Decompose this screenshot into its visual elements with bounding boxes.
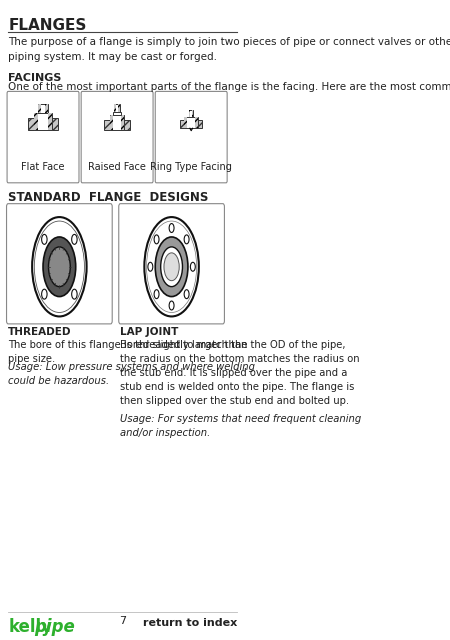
Text: kelly: kelly	[8, 618, 52, 636]
Circle shape	[155, 237, 188, 296]
Text: pipe: pipe	[34, 618, 75, 636]
Bar	[45, 104, 48, 113]
FancyBboxPatch shape	[7, 92, 79, 183]
Circle shape	[72, 234, 77, 244]
Bar	[104, 120, 110, 130]
Bar	[38, 104, 40, 113]
Bar	[195, 117, 198, 128]
Text: THREADED: THREADED	[8, 327, 72, 337]
Bar	[113, 112, 121, 115]
Circle shape	[43, 237, 76, 296]
Bar	[121, 115, 125, 130]
Text: Raised Face: Raised Face	[88, 162, 146, 172]
Bar	[125, 120, 130, 130]
Text: Usage: For systems that need frequent cleaning
and/or inspection.: Usage: For systems that need frequent cl…	[121, 414, 362, 438]
Circle shape	[184, 235, 189, 244]
Bar	[28, 118, 34, 130]
Circle shape	[42, 289, 47, 299]
Circle shape	[49, 247, 70, 287]
Text: FACINGS: FACINGS	[8, 72, 62, 83]
Circle shape	[144, 217, 199, 316]
FancyBboxPatch shape	[119, 204, 225, 324]
Text: Bored slightly larger than the OD of the pipe,
the radius on the bottom matches : Bored slightly larger than the OD of the…	[121, 340, 360, 406]
Bar	[114, 104, 120, 112]
Circle shape	[42, 234, 47, 244]
Text: FLANGES: FLANGES	[8, 18, 86, 33]
Bar	[48, 113, 52, 130]
Bar	[189, 110, 194, 117]
Bar	[192, 110, 194, 117]
Text: 7: 7	[119, 616, 126, 626]
Circle shape	[169, 223, 174, 232]
Bar	[114, 104, 116, 112]
Circle shape	[148, 262, 153, 271]
Circle shape	[164, 253, 179, 281]
Circle shape	[32, 217, 86, 316]
Bar	[52, 118, 58, 130]
Bar	[189, 110, 190, 117]
Bar	[38, 104, 48, 113]
Bar	[110, 115, 113, 130]
Circle shape	[154, 290, 159, 299]
Text: The purpose of a flange is simply to join two pieces of pipe or connect valves o: The purpose of a flange is simply to joi…	[8, 36, 450, 61]
FancyBboxPatch shape	[155, 92, 227, 183]
FancyBboxPatch shape	[81, 92, 153, 183]
Circle shape	[190, 262, 195, 271]
Text: Flat Face: Flat Face	[21, 162, 65, 172]
Text: One of the most important parts of the flange is the facing. Here are the most c: One of the most important parts of the f…	[8, 83, 450, 92]
Bar	[118, 104, 120, 112]
Text: return to index: return to index	[143, 618, 237, 628]
Bar	[34, 113, 38, 130]
Circle shape	[72, 289, 77, 299]
Bar	[34, 113, 52, 130]
Circle shape	[154, 235, 159, 244]
Bar	[198, 120, 202, 128]
Text: Usage: Low pressure systems and where welding
could be hazardous.: Usage: Low pressure systems and where we…	[8, 362, 255, 386]
Text: Ring Type Facing: Ring Type Facing	[150, 162, 232, 172]
FancyBboxPatch shape	[7, 204, 112, 324]
Text: The bore of this flange is threaded to match the
pipe size.: The bore of this flange is threaded to m…	[8, 340, 248, 364]
Text: STANDARD  FLANGE  DESIGNS: STANDARD FLANGE DESIGNS	[8, 191, 208, 204]
Circle shape	[161, 247, 183, 287]
Bar	[180, 120, 184, 128]
Bar	[184, 117, 187, 128]
Bar	[184, 117, 198, 128]
Text: LAP JOINT: LAP JOINT	[121, 327, 179, 337]
Circle shape	[184, 290, 189, 299]
Bar	[110, 115, 125, 130]
Circle shape	[169, 301, 174, 310]
